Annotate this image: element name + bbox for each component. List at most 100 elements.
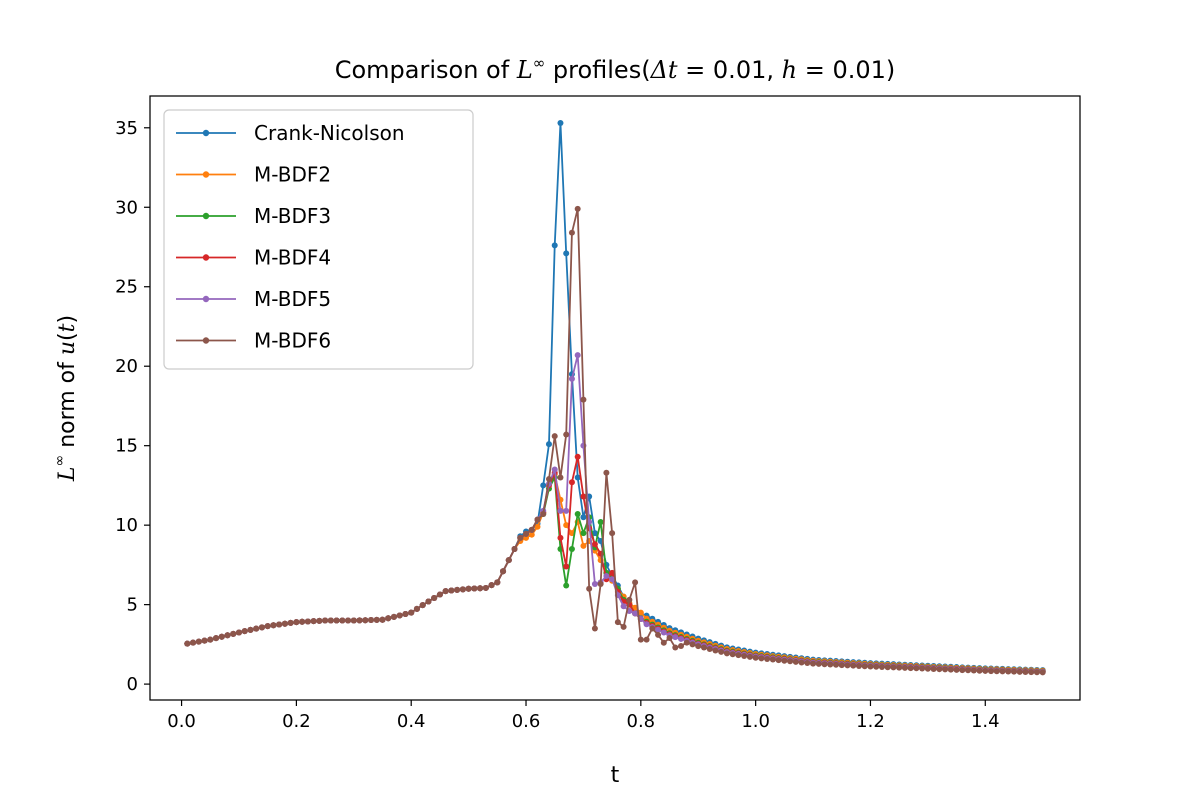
- data-point: [626, 596, 633, 603]
- data-point: [247, 626, 254, 633]
- x-tick-label: 0.2: [282, 711, 311, 732]
- y-tick-label: 10: [115, 515, 138, 536]
- data-point: [632, 579, 639, 586]
- data-point: [563, 431, 570, 438]
- data-point: [609, 576, 616, 583]
- data-point: [787, 658, 794, 665]
- data-point: [591, 530, 598, 537]
- data-point: [942, 666, 949, 673]
- data-point: [534, 523, 541, 530]
- data-point: [1010, 668, 1017, 675]
- data-point: [385, 615, 392, 622]
- data-point: [666, 635, 673, 642]
- data-point: [356, 617, 363, 624]
- data-point: [655, 631, 662, 638]
- data-point: [781, 657, 788, 664]
- x-tick-label: 0.0: [167, 711, 196, 732]
- data-point: [729, 651, 736, 658]
- data-point: [988, 668, 995, 675]
- data-point: [557, 507, 564, 514]
- data-point: [712, 647, 719, 654]
- data-point: [890, 664, 897, 671]
- x-axis-label: t: [611, 763, 620, 788]
- data-point: [563, 563, 570, 570]
- data-point: [678, 642, 685, 649]
- data-point: [304, 618, 311, 625]
- data-point: [591, 625, 598, 632]
- data-point: [218, 633, 225, 640]
- data-point: [281, 620, 288, 627]
- data-point: [574, 453, 581, 460]
- data-point: [270, 622, 277, 629]
- data-point: [207, 636, 214, 643]
- data-point: [850, 662, 857, 669]
- data-point: [821, 661, 828, 668]
- ylabel-math-inf: ∞: [52, 455, 68, 467]
- data-point: [810, 660, 817, 667]
- title-math-inf: ∞: [533, 54, 546, 72]
- x-axis-ticks: 0.0 0.2 0.4 0.6 0.8 1.0 1.2 1.4: [167, 700, 1000, 732]
- legend-entry: M-BDF6: [176, 329, 331, 353]
- data-point: [643, 636, 650, 643]
- legend-swatch-marker: [202, 254, 210, 261]
- data-point: [184, 640, 191, 647]
- data-point: [798, 659, 805, 666]
- chart-title: Comparison of L∞ profiles(Δt = 0.01, h =…: [335, 54, 896, 84]
- ylabel-paren-close: ): [55, 315, 80, 324]
- data-point: [333, 617, 340, 624]
- data-point: [924, 665, 931, 672]
- data-point: [741, 653, 748, 660]
- y-tick-label: 35: [115, 118, 138, 139]
- y-axis-ticks: 0 5 10 15 20 25 30 35: [115, 118, 150, 695]
- data-point: [551, 433, 558, 440]
- data-point: [591, 541, 598, 548]
- data-point: [901, 664, 908, 671]
- y-axis-label: L∞ norm of u(t): [52, 315, 80, 482]
- data-point: [568, 546, 575, 552]
- data-point: [643, 621, 650, 628]
- data-point: [534, 516, 541, 523]
- data-point: [299, 618, 306, 625]
- legend-swatch-marker: [202, 129, 210, 137]
- data-point: [517, 534, 524, 541]
- data-point: [620, 603, 627, 610]
- data-point: [603, 469, 610, 476]
- data-point: [563, 582, 570, 589]
- y-tick-label: 5: [127, 595, 138, 616]
- data-point: [1022, 668, 1029, 675]
- data-point: [293, 619, 300, 626]
- data-point: [574, 205, 581, 212]
- data-point: [706, 646, 713, 653]
- data-point: [982, 667, 989, 674]
- data-point: [878, 664, 885, 670]
- data-point: [459, 586, 466, 593]
- data-point: [500, 568, 507, 575]
- data-point: [276, 621, 283, 628]
- data-point: [563, 250, 570, 257]
- legend-swatch-marker: [202, 171, 210, 178]
- data-point: [976, 667, 983, 674]
- ylabel-middle: norm of: [55, 355, 80, 455]
- data-point: [213, 635, 220, 642]
- data-point: [1033, 669, 1040, 676]
- data-point: [557, 534, 564, 541]
- data-point: [1028, 669, 1035, 676]
- data-point: [350, 617, 357, 624]
- data-point: [488, 582, 495, 589]
- data-point: [413, 605, 420, 612]
- x-tick-label: 1.4: [971, 711, 1000, 732]
- title-suffix: ): [886, 56, 895, 84]
- data-point: [947, 666, 954, 673]
- data-point: [201, 637, 208, 644]
- data-point: [241, 628, 248, 635]
- data-point: [873, 663, 880, 670]
- data-point: [603, 573, 610, 580]
- data-point: [396, 612, 403, 619]
- ylabel-paren-open: (: [55, 332, 80, 341]
- data-point: [637, 609, 644, 616]
- x-tick-label: 0.8: [627, 711, 656, 732]
- legend-box: [163, 109, 474, 370]
- legend: Crank-Nicolson M-BDF2 M-BDF3 M-BDF4 M-BDF5 M-…: [163, 109, 474, 370]
- data-point: [764, 655, 771, 662]
- title-math-dt: Δt: [650, 56, 678, 84]
